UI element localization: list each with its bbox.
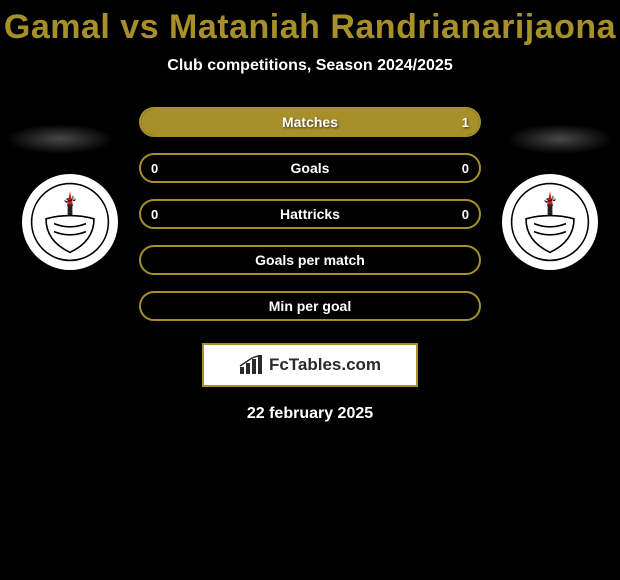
club-logo-right: نادي [502,174,598,270]
player-shadow-right [506,124,614,154]
brand-text: FcTables.com [269,355,381,375]
stat-row: Goals per match [139,245,481,275]
stat-label: Hattricks [280,206,340,222]
stat-label: Goals [291,160,330,176]
player-shadow-left [6,124,114,154]
footer-date: 22 february 2025 [0,405,620,423]
stat-row: Min per goal [139,291,481,321]
stat-label: Goals per match [255,252,365,268]
svg-text:نادي: نادي [64,196,76,203]
stats-container: Matches 1 Goals 0 0 Hattricks 0 0 Goals per matc… [139,107,481,321]
stat-value-left: 0 [151,207,158,222]
stat-value-left: 0 [151,161,158,176]
stat-row: Goals 0 0 [139,153,481,183]
page-title: Gamal vs Mataniah Randrianarijaona [0,0,620,47]
stat-value-right: 1 [462,115,469,130]
brand-box: FcTables.com [202,343,418,387]
svg-text:نادي: نادي [544,196,556,203]
brand-chart-icon [239,355,265,375]
club-badge-icon: نادي [30,182,110,262]
stat-row: Hattricks 0 0 [139,199,481,229]
page-subtitle: Club competitions, Season 2024/2025 [0,57,620,75]
club-logo-left: نادي [22,174,118,270]
stat-value-right: 0 [462,161,469,176]
stat-row: Matches 1 [139,107,481,137]
stat-value-right: 0 [462,207,469,222]
stat-label: Min per goal [269,298,351,314]
club-badge-icon: نادي [510,182,590,262]
stat-label: Matches [282,114,338,130]
